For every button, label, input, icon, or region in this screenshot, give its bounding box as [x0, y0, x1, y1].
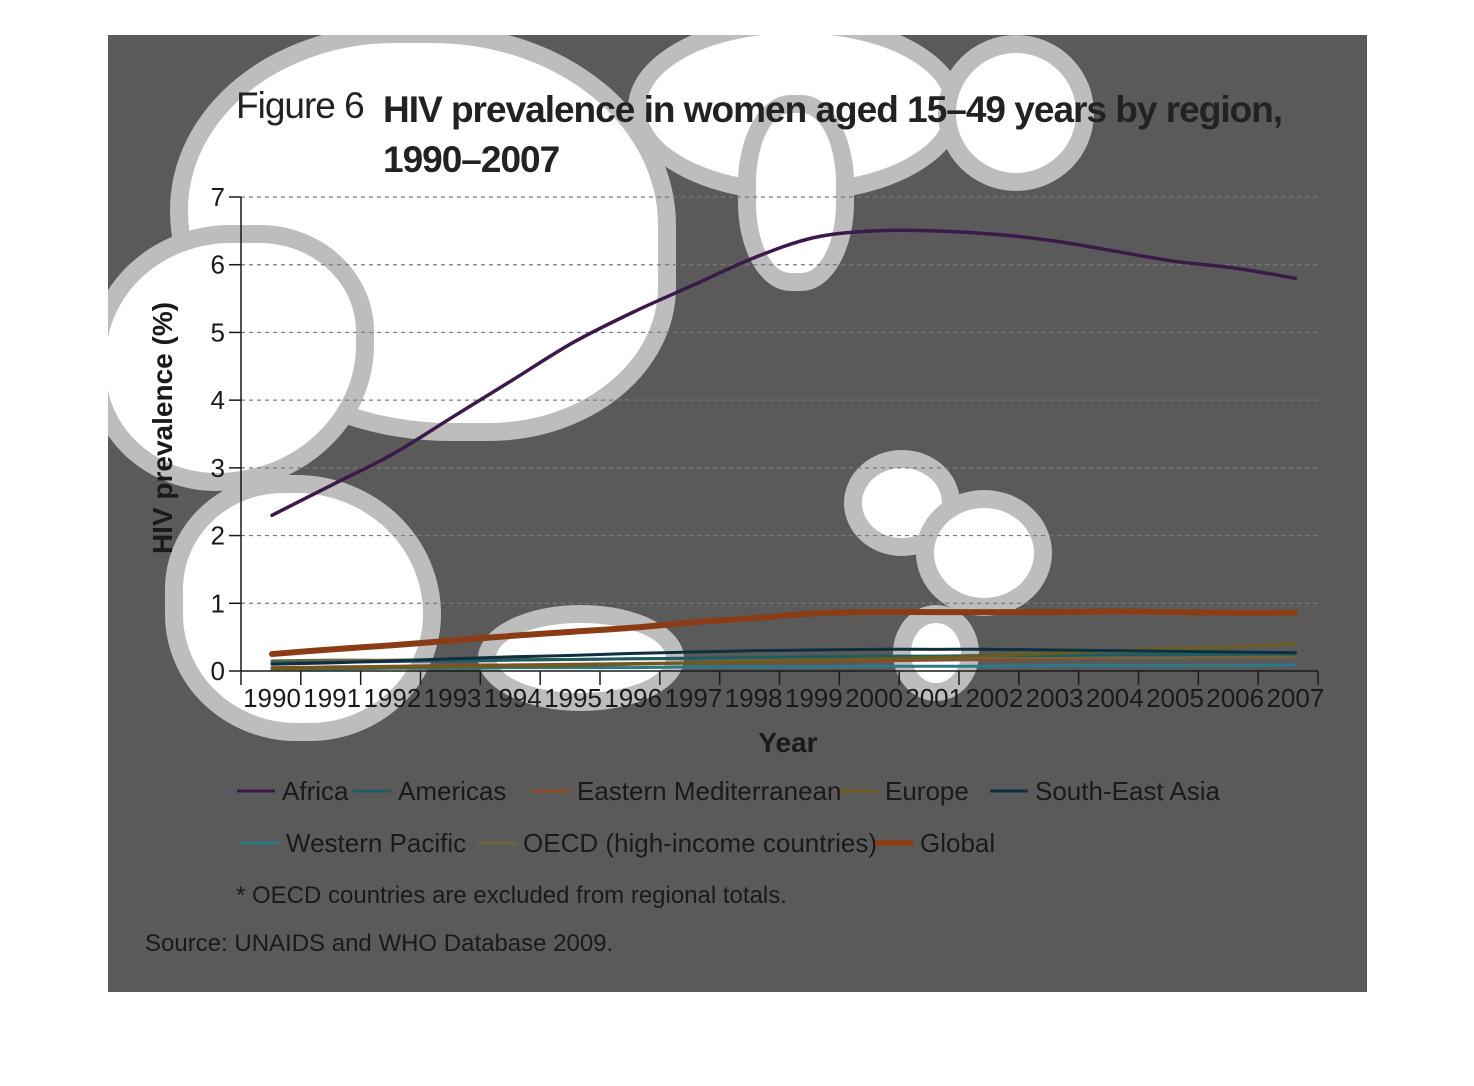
series-lines [269, 228, 1299, 671]
legend-item: OECD (high-income countries) [478, 828, 877, 858]
gridlines [241, 196, 1318, 604]
series-line-south-east-asia [270, 647, 1297, 666]
y-tick-label: 1 [211, 588, 225, 618]
figure-number: Figure 6 [236, 85, 365, 126]
x-tick-label: 1993 [424, 683, 482, 713]
x-tick-label: 2004 [1086, 683, 1144, 713]
series-line-americas [270, 652, 1297, 665]
legend-label: South-East Asia [1035, 776, 1221, 806]
x-tick-label: 1999 [785, 683, 843, 713]
series-line-africa [270, 228, 1298, 518]
x-axis-label: Year [758, 727, 817, 758]
x-tick-label: 2002 [965, 683, 1023, 713]
legend-item: Europe [840, 776, 969, 806]
x-tick-label: 1992 [363, 683, 421, 713]
x-tick-label: 1995 [544, 683, 602, 713]
legend-item: Americas [353, 776, 506, 806]
x-tick-label: 2003 [1026, 683, 1084, 713]
legend-item: Global [875, 828, 995, 858]
y-tick-label: 4 [211, 385, 225, 415]
x-tick-label: 1998 [725, 683, 783, 713]
legend-item: Eastern Mediterranean [532, 776, 841, 806]
legend-label: Americas [398, 776, 506, 806]
footnote: * OECD countries are excluded from regio… [236, 882, 787, 909]
legend-item: Western Pacific [241, 828, 466, 858]
y-tick-label: 0 [211, 656, 225, 686]
x-tick-label: 2006 [1206, 683, 1264, 713]
y-axis-label: HIV prevalence (%) [147, 302, 178, 554]
x-tick-label: 1997 [664, 683, 722, 713]
x-tick-label: 1991 [303, 683, 361, 713]
legend-label: Eastern Mediterranean [577, 776, 841, 806]
x-tick-label: 1996 [604, 683, 662, 713]
y-tick-label: 3 [211, 453, 225, 483]
legend: Africa Americas Eastern Mediterranean Europ… [237, 776, 1221, 858]
x-tick-label: 2007 [1266, 683, 1324, 713]
y-tick-label: 6 [211, 250, 225, 280]
legend-item: Africa [237, 776, 349, 806]
y-tick-label: 5 [211, 317, 225, 347]
legend-label: Global [920, 828, 995, 858]
x-tick-label: 2000 [845, 683, 903, 713]
legend-label: Africa [282, 776, 349, 806]
legend-label: Europe [885, 776, 969, 806]
axes: 0 1 2 3 4 5 6 7 1990 1991 1992 1993 1994 1995 1996 1997… [211, 182, 1325, 713]
y-tick-label: 2 [211, 521, 225, 551]
y-tick-label: 7 [211, 182, 225, 212]
legend-label: Western Pacific [286, 828, 466, 858]
x-tick-label: 2005 [1146, 683, 1204, 713]
x-tick-label: 1990 [243, 683, 301, 713]
source-note: Source: UNAIDS and WHO Database 2009. [145, 930, 614, 957]
legend-item: South-East Asia [990, 776, 1221, 806]
chart-title: HIV prevalence in women aged 15–49 years… [383, 89, 1283, 180]
legend-label: OECD (high-income countries) [523, 828, 877, 858]
x-tick-label: 1994 [484, 683, 542, 713]
x-tick-label: 2001 [905, 683, 963, 713]
series-line-global [269, 608, 1299, 658]
